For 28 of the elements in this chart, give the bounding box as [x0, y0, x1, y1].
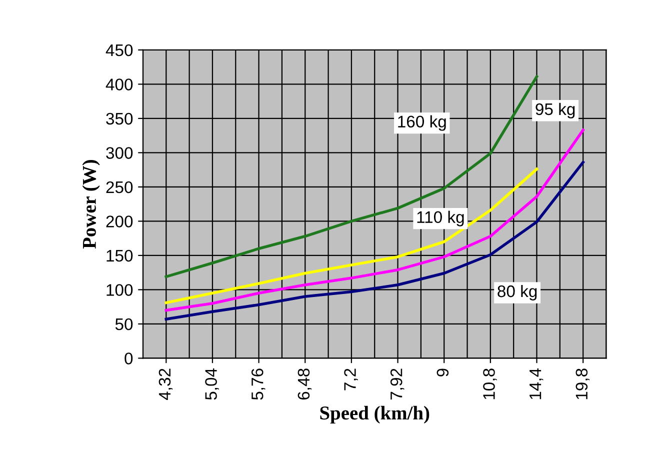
- x-tick-label: 7,2: [344, 368, 358, 390]
- x-axis-title: Speed (km/h): [320, 406, 430, 424]
- y-tick-label: 200: [106, 216, 133, 228]
- y-tick-label: 100: [106, 284, 133, 296]
- y-tick-label: 150: [106, 250, 133, 262]
- x-tick-label: 5,04: [205, 368, 219, 400]
- series-label: 110 kg: [417, 210, 464, 226]
- y-tick-label: 50: [115, 318, 133, 330]
- text: 160 kg: [398, 115, 446, 131]
- y-tick-label: 300: [106, 147, 133, 159]
- x-tick-label: 19,8: [576, 368, 590, 400]
- y-tick-label: 350: [106, 112, 133, 125]
- x-tick-label: 7,92: [390, 368, 404, 400]
- x-tick-label: 9: [436, 368, 449, 376]
- y-tick-label: 0: [124, 352, 133, 364]
- y-axis-title: Power (W): [82, 160, 100, 249]
- series-label: 80 kg: [498, 284, 537, 300]
- line-series: [164, 168, 538, 304]
- x-tick-label: 5,76: [251, 368, 266, 400]
- series-label: 95 kg: [536, 102, 575, 118]
- x-tick-label: 4,32: [158, 368, 173, 400]
- x-tick-label: 14,4: [530, 368, 544, 400]
- x-tick-label: 6,48: [298, 368, 312, 400]
- y-tick-label: 400: [106, 78, 133, 90]
- line-series: [164, 160, 584, 321]
- x-tick-label: 10,8: [483, 368, 497, 400]
- y-tick-label: 450: [106, 44, 133, 56]
- y-tick-label: 250: [106, 181, 133, 194]
